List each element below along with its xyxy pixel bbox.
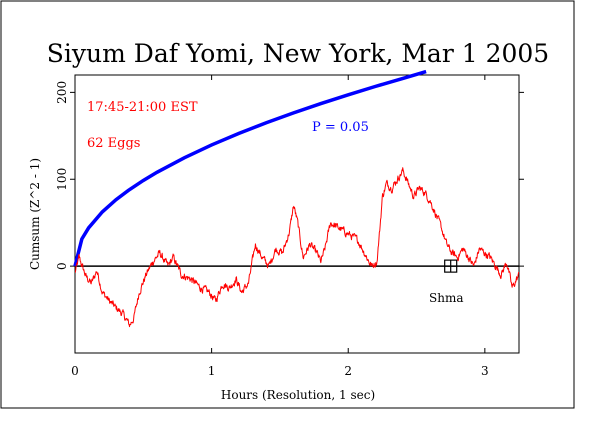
event-marker <box>444 259 458 273</box>
annotation-probability: P = 0.05 <box>312 120 369 135</box>
x-tick-label: 0 <box>71 364 79 378</box>
y-axis-label: Cumsum (Z^2 - 1) <box>28 158 42 270</box>
annotation-time-range: 17:45-21:00 EST <box>87 100 198 115</box>
annotation-shma-label: Shma <box>429 291 463 305</box>
x-axis-label: Hours (Resolution, 1 sec) <box>221 388 375 402</box>
annotation-egg-count: 62 Eggs <box>87 136 140 151</box>
series-cumsum-line <box>74 167 520 328</box>
figure-border <box>0 0 575 409</box>
y-tick-label: 200 <box>55 81 69 104</box>
series-layer <box>73 69 520 328</box>
y-tick-label: 100 <box>55 168 69 191</box>
y-tick-label: 0 <box>55 262 69 270</box>
x-tick-label: 2 <box>344 364 352 378</box>
x-tick-label: 3 <box>481 364 489 378</box>
x-tick-label: 1 <box>208 364 216 378</box>
chart-title: Siyum Daf Yomi, New York, Mar 1 2005 <box>47 39 549 68</box>
series-envelope-line <box>73 69 427 267</box>
plot-frame <box>74 74 520 354</box>
